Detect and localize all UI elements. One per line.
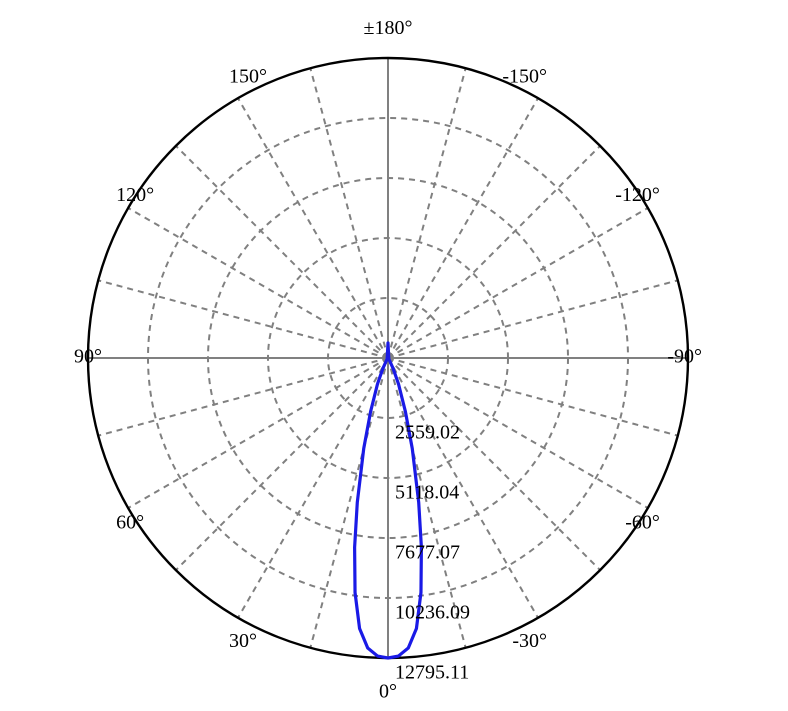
angle-label: 150°	[229, 66, 267, 88]
radial-tick-label: 7677.07	[395, 542, 460, 564]
angle-label: 60°	[116, 512, 144, 534]
grid-spoke	[238, 98, 388, 358]
grid-spoke	[238, 358, 388, 618]
angle-label: -30°	[512, 630, 547, 652]
radial-tick-label: 12795.11	[395, 662, 469, 684]
grid-spoke	[128, 208, 388, 358]
radial-tick-label: 5118.04	[395, 482, 459, 504]
grid-spoke	[128, 358, 388, 508]
grid-spoke	[388, 280, 678, 358]
angle-label: 90°	[74, 346, 102, 368]
angle-label: 0°	[379, 681, 397, 703]
angle-label: ±180°	[364, 17, 413, 39]
angle-label: 120°	[116, 184, 154, 206]
grid-spoke	[388, 208, 648, 358]
grid-spoke	[388, 146, 600, 358]
angle-label: -60°	[625, 512, 660, 534]
angle-label: -90°	[667, 346, 702, 368]
angle-label: -120°	[615, 184, 660, 206]
grid-spoke	[388, 98, 538, 358]
grid-spoke	[388, 68, 466, 358]
grid-spoke	[98, 358, 388, 436]
angle-label: -150°	[502, 66, 547, 88]
polar-chart: ±180° -150° 150° -120° 120° -90° 90° -60° 60° -30…	[0, 0, 788, 711]
radial-tick-label: 10236.09	[395, 602, 470, 624]
radial-tick-label: 2559.02	[395, 422, 460, 444]
grid-spoke	[176, 146, 388, 358]
grid-spoke	[98, 280, 388, 358]
angle-label: 30°	[229, 630, 257, 652]
grid-spoke	[310, 68, 388, 358]
grid-spoke	[310, 358, 388, 648]
